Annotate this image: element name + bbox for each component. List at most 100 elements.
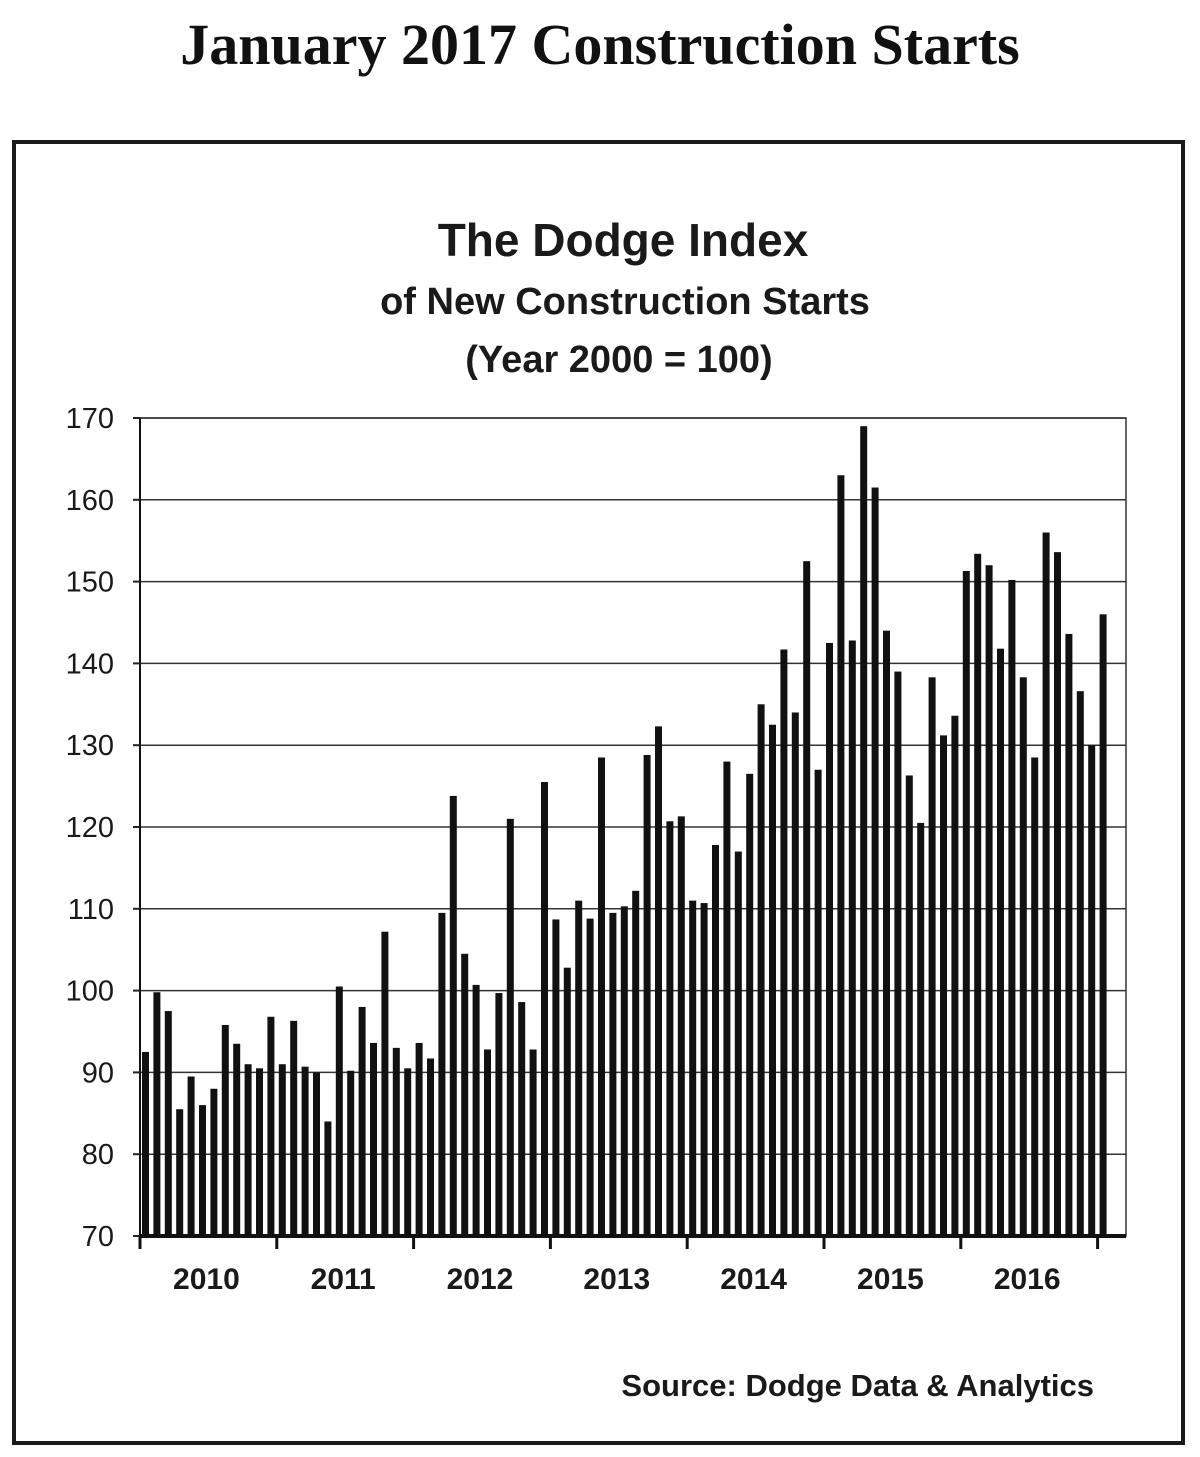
bar [734,851,742,1236]
bar [746,773,754,1236]
bar [894,671,902,1236]
bar [472,984,480,1236]
x-tick-label: 2012 [447,1263,514,1296]
x-tick-label: 2010 [173,1263,240,1296]
bar [153,992,161,1236]
bar [700,903,708,1236]
bar [632,890,640,1236]
bar [541,782,548,1236]
bar [529,1049,537,1236]
bar [461,953,469,1236]
bar [347,1070,355,1236]
bar [290,1020,298,1236]
y-tick-label: 90 [82,1057,114,1089]
bar [1042,532,1050,1236]
y-tick-label: 120 [66,812,114,844]
bar [1065,633,1073,1236]
bar [871,487,879,1236]
bar [370,1042,377,1236]
y-tick-label: 80 [82,1139,114,1171]
bar [643,755,651,1236]
bar [962,570,970,1236]
bar [415,1042,423,1236]
bar [917,822,925,1236]
bar [609,912,617,1236]
bars [142,426,1107,1236]
x-tick-label: 2013 [583,1263,650,1296]
bar [199,1105,206,1236]
bar [997,648,1004,1236]
bar [210,1088,218,1236]
bar [803,561,811,1236]
y-tick-label: 140 [66,648,114,680]
bar [780,649,788,1236]
dodge-index-chart: The Dodge Index of New Construction Star… [66,214,1127,1403]
bar [928,677,936,1236]
bar [1088,745,1096,1236]
bar [427,1058,434,1236]
bar [974,553,982,1236]
bar [757,704,765,1236]
y-tick-label: 70 [82,1221,114,1253]
chart-frame: The Dodge Index of New Construction Star… [12,140,1185,1445]
bar [689,900,697,1236]
bar [495,993,503,1236]
bar [575,900,583,1236]
bar [176,1109,184,1236]
bar [837,475,845,1236]
bar [905,775,913,1236]
source-note: Source: Dodge Data & Analytics [621,1368,1094,1403]
bar [278,1064,286,1236]
bar [1099,614,1107,1236]
bar [449,795,457,1236]
bar [655,726,662,1236]
x-tick-label: 2015 [857,1263,924,1296]
bar [1054,552,1061,1236]
bar [164,1011,172,1236]
bar [883,630,890,1236]
bar [791,712,799,1236]
bar [506,818,514,1236]
y-tick-label: 110 [68,894,114,926]
bar [518,1002,526,1236]
bar [985,565,993,1236]
y-tick-label: 150 [66,567,114,599]
bar [826,642,833,1236]
bar [598,757,605,1236]
bar [723,761,731,1236]
page-title: January 2017 Construction Starts [180,12,1020,77]
x-axis-ticks: 2010 2011 2012 2013 2014 2015 2016 [138,1236,1100,1296]
x-tick-label: 2014 [720,1263,787,1296]
y-tick-label: 100 [66,976,114,1008]
bar [221,1024,229,1236]
bar [620,906,628,1236]
bar [301,1066,309,1236]
y-tick-label: 170 [66,403,114,435]
chart-title: The Dodge Index [438,214,809,266]
bar [848,640,856,1236]
x-tick-label: 2016 [994,1263,1061,1296]
bar [335,986,343,1236]
bar [677,816,685,1236]
bar [484,1049,491,1236]
bar [1031,757,1039,1236]
bar [438,912,446,1236]
bar [358,1006,366,1236]
x-tick-label: 2011 [311,1263,376,1296]
bar [244,1064,252,1236]
y-tick-label: 160 [66,485,114,517]
bar [267,1016,275,1236]
bar [666,821,674,1236]
chart-subtitle-line-2: (Year 2000 = 100) [465,339,772,381]
bar [256,1068,263,1236]
bar [563,967,571,1236]
bar [1008,579,1016,1236]
bar [324,1121,332,1236]
bar [712,844,719,1236]
bar [392,1047,400,1236]
bar [940,735,947,1236]
bar [769,724,776,1236]
bar [313,1072,320,1236]
bar [586,918,594,1236]
bar [1076,691,1084,1236]
